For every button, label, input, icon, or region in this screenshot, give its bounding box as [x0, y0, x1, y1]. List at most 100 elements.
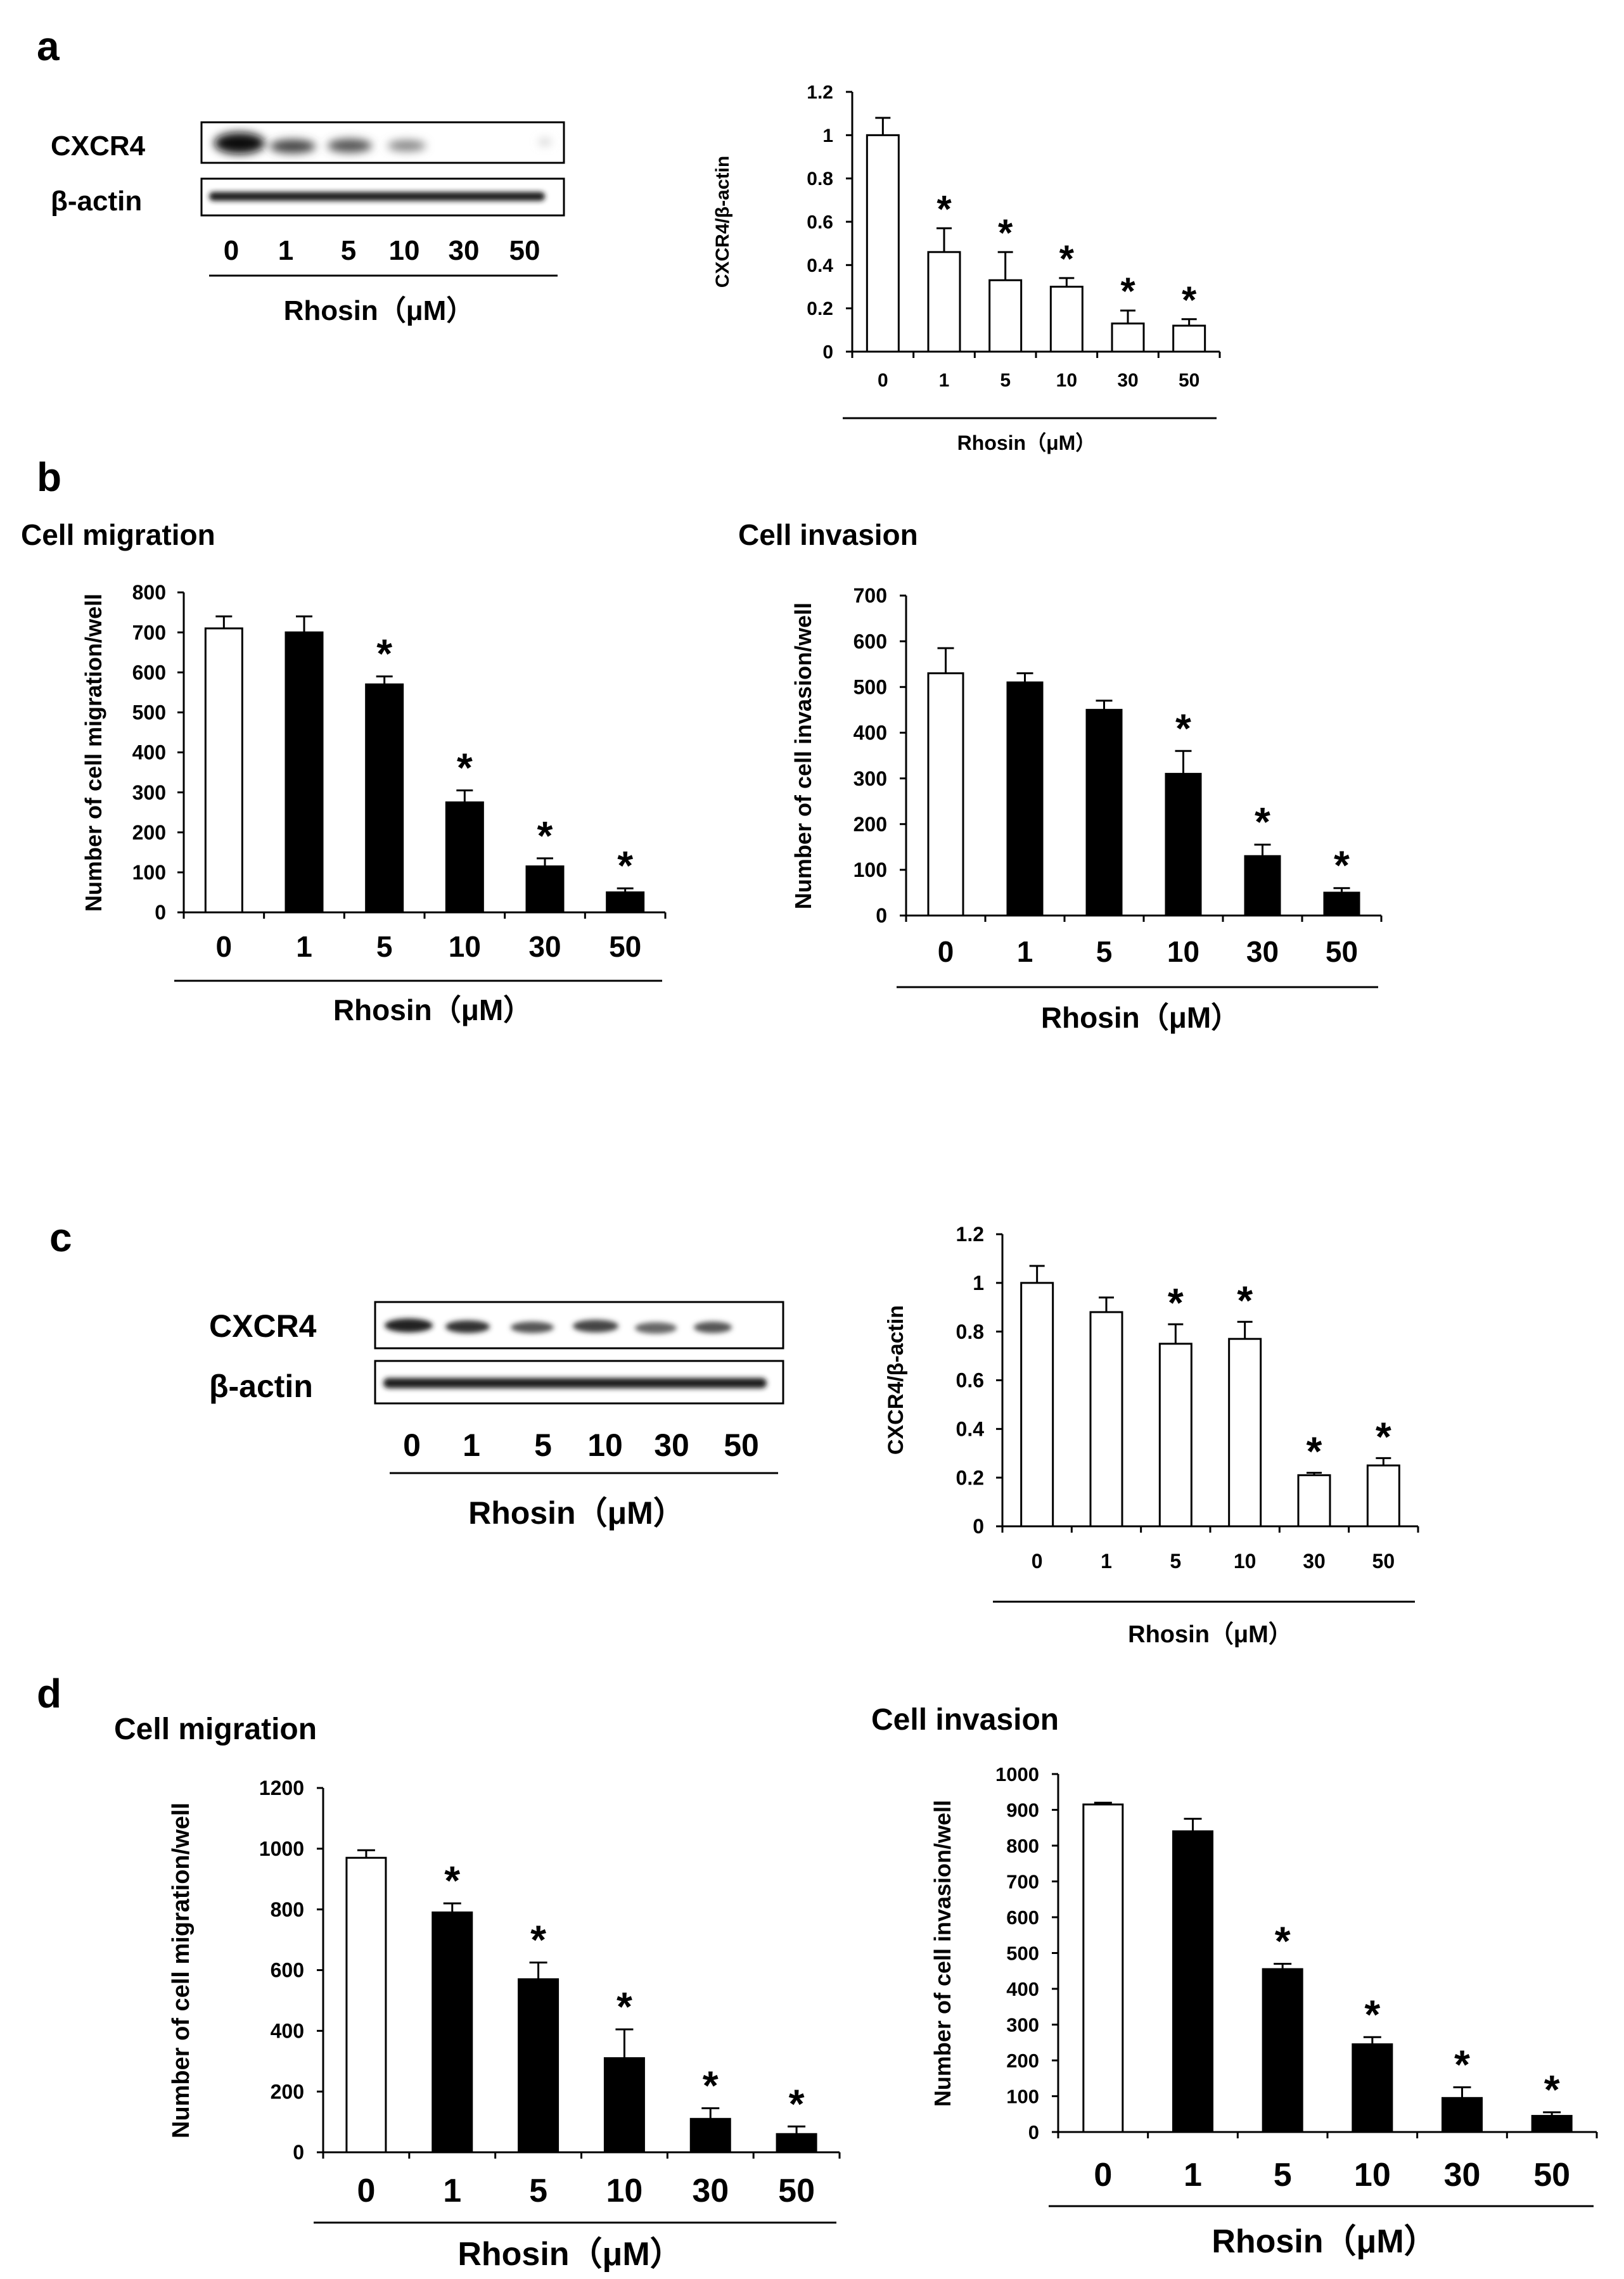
y-tick-label: 700	[1006, 1870, 1039, 1893]
y-tick-label: 300	[1006, 2014, 1039, 2036]
significance-star: *	[1120, 270, 1135, 312]
y-tick-label: 0	[155, 901, 166, 924]
x-tick-label: 10	[1354, 2157, 1391, 2193]
y-axis-label: CXCR4/β-actin	[884, 1305, 908, 1455]
y-tick-label: 1000	[259, 1837, 304, 1860]
y-tick-label: 400	[132, 741, 166, 764]
blot-a-band-lane-50	[539, 139, 551, 145]
x-tick-label: 1	[939, 370, 950, 391]
significance-star: *	[376, 631, 392, 677]
chart-b-left: 0 100 200 300 400 500 600 700 800 0 1 * 5 * 10 * 30 * 50 Rh…	[80, 581, 667, 1026]
x-axis-label: Rhosin（μM）	[457, 2236, 682, 2273]
y-tick-label: 800	[271, 1898, 304, 1921]
x-tick-label: 50	[1372, 1550, 1395, 1573]
x-axis-label: Rhosin（μM）	[957, 431, 1096, 454]
panel-label-b: b	[37, 454, 61, 500]
bar-0	[1020, 1282, 1054, 1528]
significance-star: *	[1544, 2067, 1560, 2112]
blot-c-lane-label: 0	[403, 1427, 421, 1463]
significance-star: *	[1182, 279, 1197, 321]
significance-star: *	[1275, 1918, 1291, 1963]
y-tick-label: 300	[854, 767, 887, 790]
x-tick-label: 10	[449, 930, 481, 963]
y-tick-label: 0.4	[807, 255, 833, 276]
blot-a-lane-label: 50	[509, 235, 540, 266]
x-tick-label: 5	[1274, 2157, 1292, 2193]
y-tick-label: 0.6	[956, 1369, 984, 1392]
x-axis-label: Rhosin（μM）	[1212, 2223, 1436, 2260]
chart-c-right: 0 0.2 0.4 0.6 0.8 1 1.2 0 1 * 5 * 10 * 30 * 50 Rhosin（μM）…	[884, 1223, 1419, 1648]
y-tick-label: 600	[132, 661, 166, 684]
significance-star: *	[703, 2063, 719, 2109]
y-tick-label: 1000	[995, 1763, 1039, 1785]
y-tick-label: 700	[854, 584, 887, 607]
x-tick-label: 0	[1094, 2157, 1112, 2193]
blot-c-band-lane-50	[694, 1322, 732, 1333]
y-tick-label: 1	[822, 125, 833, 146]
x-tick-label: 10	[1167, 935, 1199, 968]
y-tick-label: 100	[1006, 2085, 1039, 2107]
bar-10	[445, 801, 484, 914]
y-tick-label: 0	[973, 1515, 984, 1538]
y-tick-label: 1.2	[956, 1223, 984, 1246]
y-tick-label: 1.2	[807, 82, 833, 103]
x-tick-label: 0	[357, 2173, 375, 2209]
bar-0	[866, 134, 900, 353]
y-tick-label: 1	[973, 1272, 984, 1294]
y-tick-label: 200	[1006, 2050, 1039, 2072]
bar-50	[1323, 891, 1360, 917]
y-tick-label: 200	[854, 813, 887, 836]
x-tick-label: 1	[1101, 1550, 1112, 1573]
bar-10	[1049, 286, 1084, 353]
significance-star: *	[1255, 799, 1270, 845]
bar-1	[432, 1911, 473, 2154]
blot-a-band-label-cxcr4: CXCR4	[51, 131, 146, 162]
bar-0	[345, 1856, 387, 2154]
bar-30	[1111, 322, 1145, 353]
y-tick-label: 900	[1006, 1799, 1039, 1821]
y-tick-label: 400	[1006, 1978, 1039, 2000]
y-tick-label: 800	[132, 581, 166, 604]
x-tick-label: 1	[1017, 935, 1033, 968]
y-tick-label: 1200	[259, 1777, 304, 1799]
bar-30	[689, 2117, 731, 2154]
chart-b-right: 0 100 200 300 400 500 600 700 0 1 5 * 10 * 30 * 50 Rhosin…	[790, 584, 1383, 1034]
bar-1	[285, 631, 324, 914]
x-tick-label: 1	[1184, 2157, 1202, 2193]
x-tick-label: 5	[376, 930, 393, 963]
significance-star: *	[1059, 238, 1075, 280]
x-tick-label: 50	[1326, 935, 1358, 968]
bar-50	[606, 891, 645, 914]
y-tick-label: 300	[132, 781, 166, 804]
bar-0	[204, 627, 243, 914]
d-right-title: Cell invasion	[871, 1703, 1059, 1737]
significance-star: *	[789, 2081, 805, 2126]
significance-star: *	[457, 744, 473, 790]
blot-c-band-label-actin: β-actin	[209, 1369, 313, 1404]
chart-a-right: 0 0.2 0.4 0.6 0.8 1 1.2 0 * 1 * 5 * 10 * 30 * 50 Rhosin（μM…	[712, 82, 1221, 454]
bar-30	[525, 865, 565, 914]
bar-0	[1082, 1803, 1124, 2133]
blot-c-lane-label: 5	[534, 1427, 552, 1463]
y-tick-label: 400	[271, 2020, 304, 2043]
blot-c-lane-label: 10	[587, 1427, 623, 1463]
significance-star: *	[537, 813, 553, 859]
bar-5	[1158, 1343, 1192, 1528]
y-axis-label: Number of cell invasion/well	[930, 1800, 956, 2107]
blot-c-band-label-cxcr4: CXCR4	[209, 1308, 317, 1344]
x-tick-label: 50	[1533, 2157, 1570, 2193]
x-tick-label: 30	[528, 930, 561, 963]
blot-a-actin-band	[209, 192, 545, 201]
panel-label-a: a	[37, 23, 60, 69]
bar-10	[1228, 1337, 1262, 1528]
y-tick-label: 0	[1028, 2121, 1039, 2143]
y-tick-label: 0.2	[956, 1466, 984, 1489]
x-axis-label: Rhosin（μM）	[333, 993, 532, 1026]
y-tick-label: 400	[854, 722, 887, 744]
x-tick-label: 50	[778, 2173, 815, 2209]
x-tick-label: 30	[692, 2173, 729, 2209]
bar-50	[1172, 324, 1206, 353]
bar-1	[927, 251, 961, 353]
significance-star: *	[1454, 2041, 1470, 2087]
